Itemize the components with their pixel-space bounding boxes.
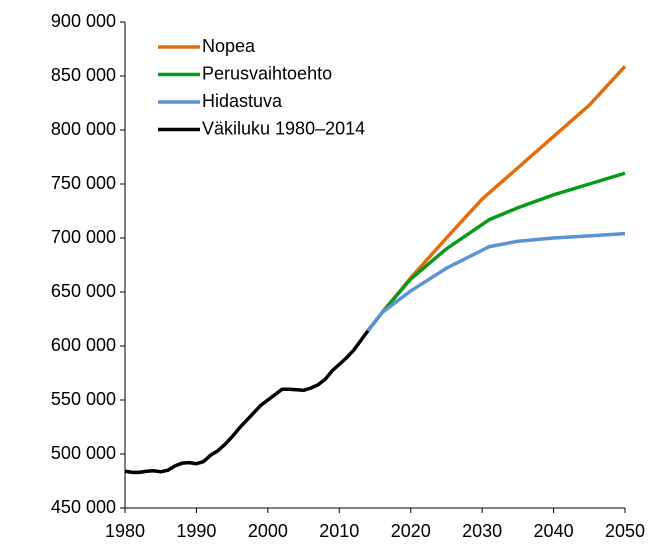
x-tick-label: 2020 bbox=[391, 521, 431, 541]
series-line bbox=[124, 329, 370, 475]
series-line bbox=[366, 231, 626, 332]
legend-label: Hidastuva bbox=[202, 91, 283, 111]
x-tick-label: 1990 bbox=[176, 521, 216, 541]
y-tick-label: 800 000 bbox=[51, 119, 116, 139]
y-tick-label: 700 000 bbox=[51, 227, 116, 247]
series-line bbox=[366, 65, 627, 332]
x-tick-label: 2000 bbox=[248, 521, 288, 541]
x-tick-label: 2050 bbox=[605, 521, 645, 541]
y-tick-label: 750 000 bbox=[51, 173, 116, 193]
series-line bbox=[366, 171, 626, 332]
x-tick-label: 2010 bbox=[319, 521, 359, 541]
y-tick-label: 900 000 bbox=[51, 11, 116, 31]
y-tick-label: 500 000 bbox=[51, 443, 116, 463]
legend-label: Perusvaihtoehto bbox=[202, 63, 332, 83]
y-tick-label: 550 000 bbox=[51, 389, 116, 409]
legend-label: Nopea bbox=[202, 36, 256, 56]
y-tick-label: 650 000 bbox=[51, 281, 116, 301]
x-tick-label: 1980 bbox=[105, 521, 145, 541]
x-tick-label: 2030 bbox=[462, 521, 502, 541]
legend-label: Väkiluku 1980–2014 bbox=[202, 118, 365, 138]
x-tick-label: 2040 bbox=[534, 521, 574, 541]
y-tick-label: 850 000 bbox=[51, 65, 116, 85]
y-tick-label: 450 000 bbox=[51, 497, 116, 517]
y-tick-label: 600 000 bbox=[51, 335, 116, 355]
